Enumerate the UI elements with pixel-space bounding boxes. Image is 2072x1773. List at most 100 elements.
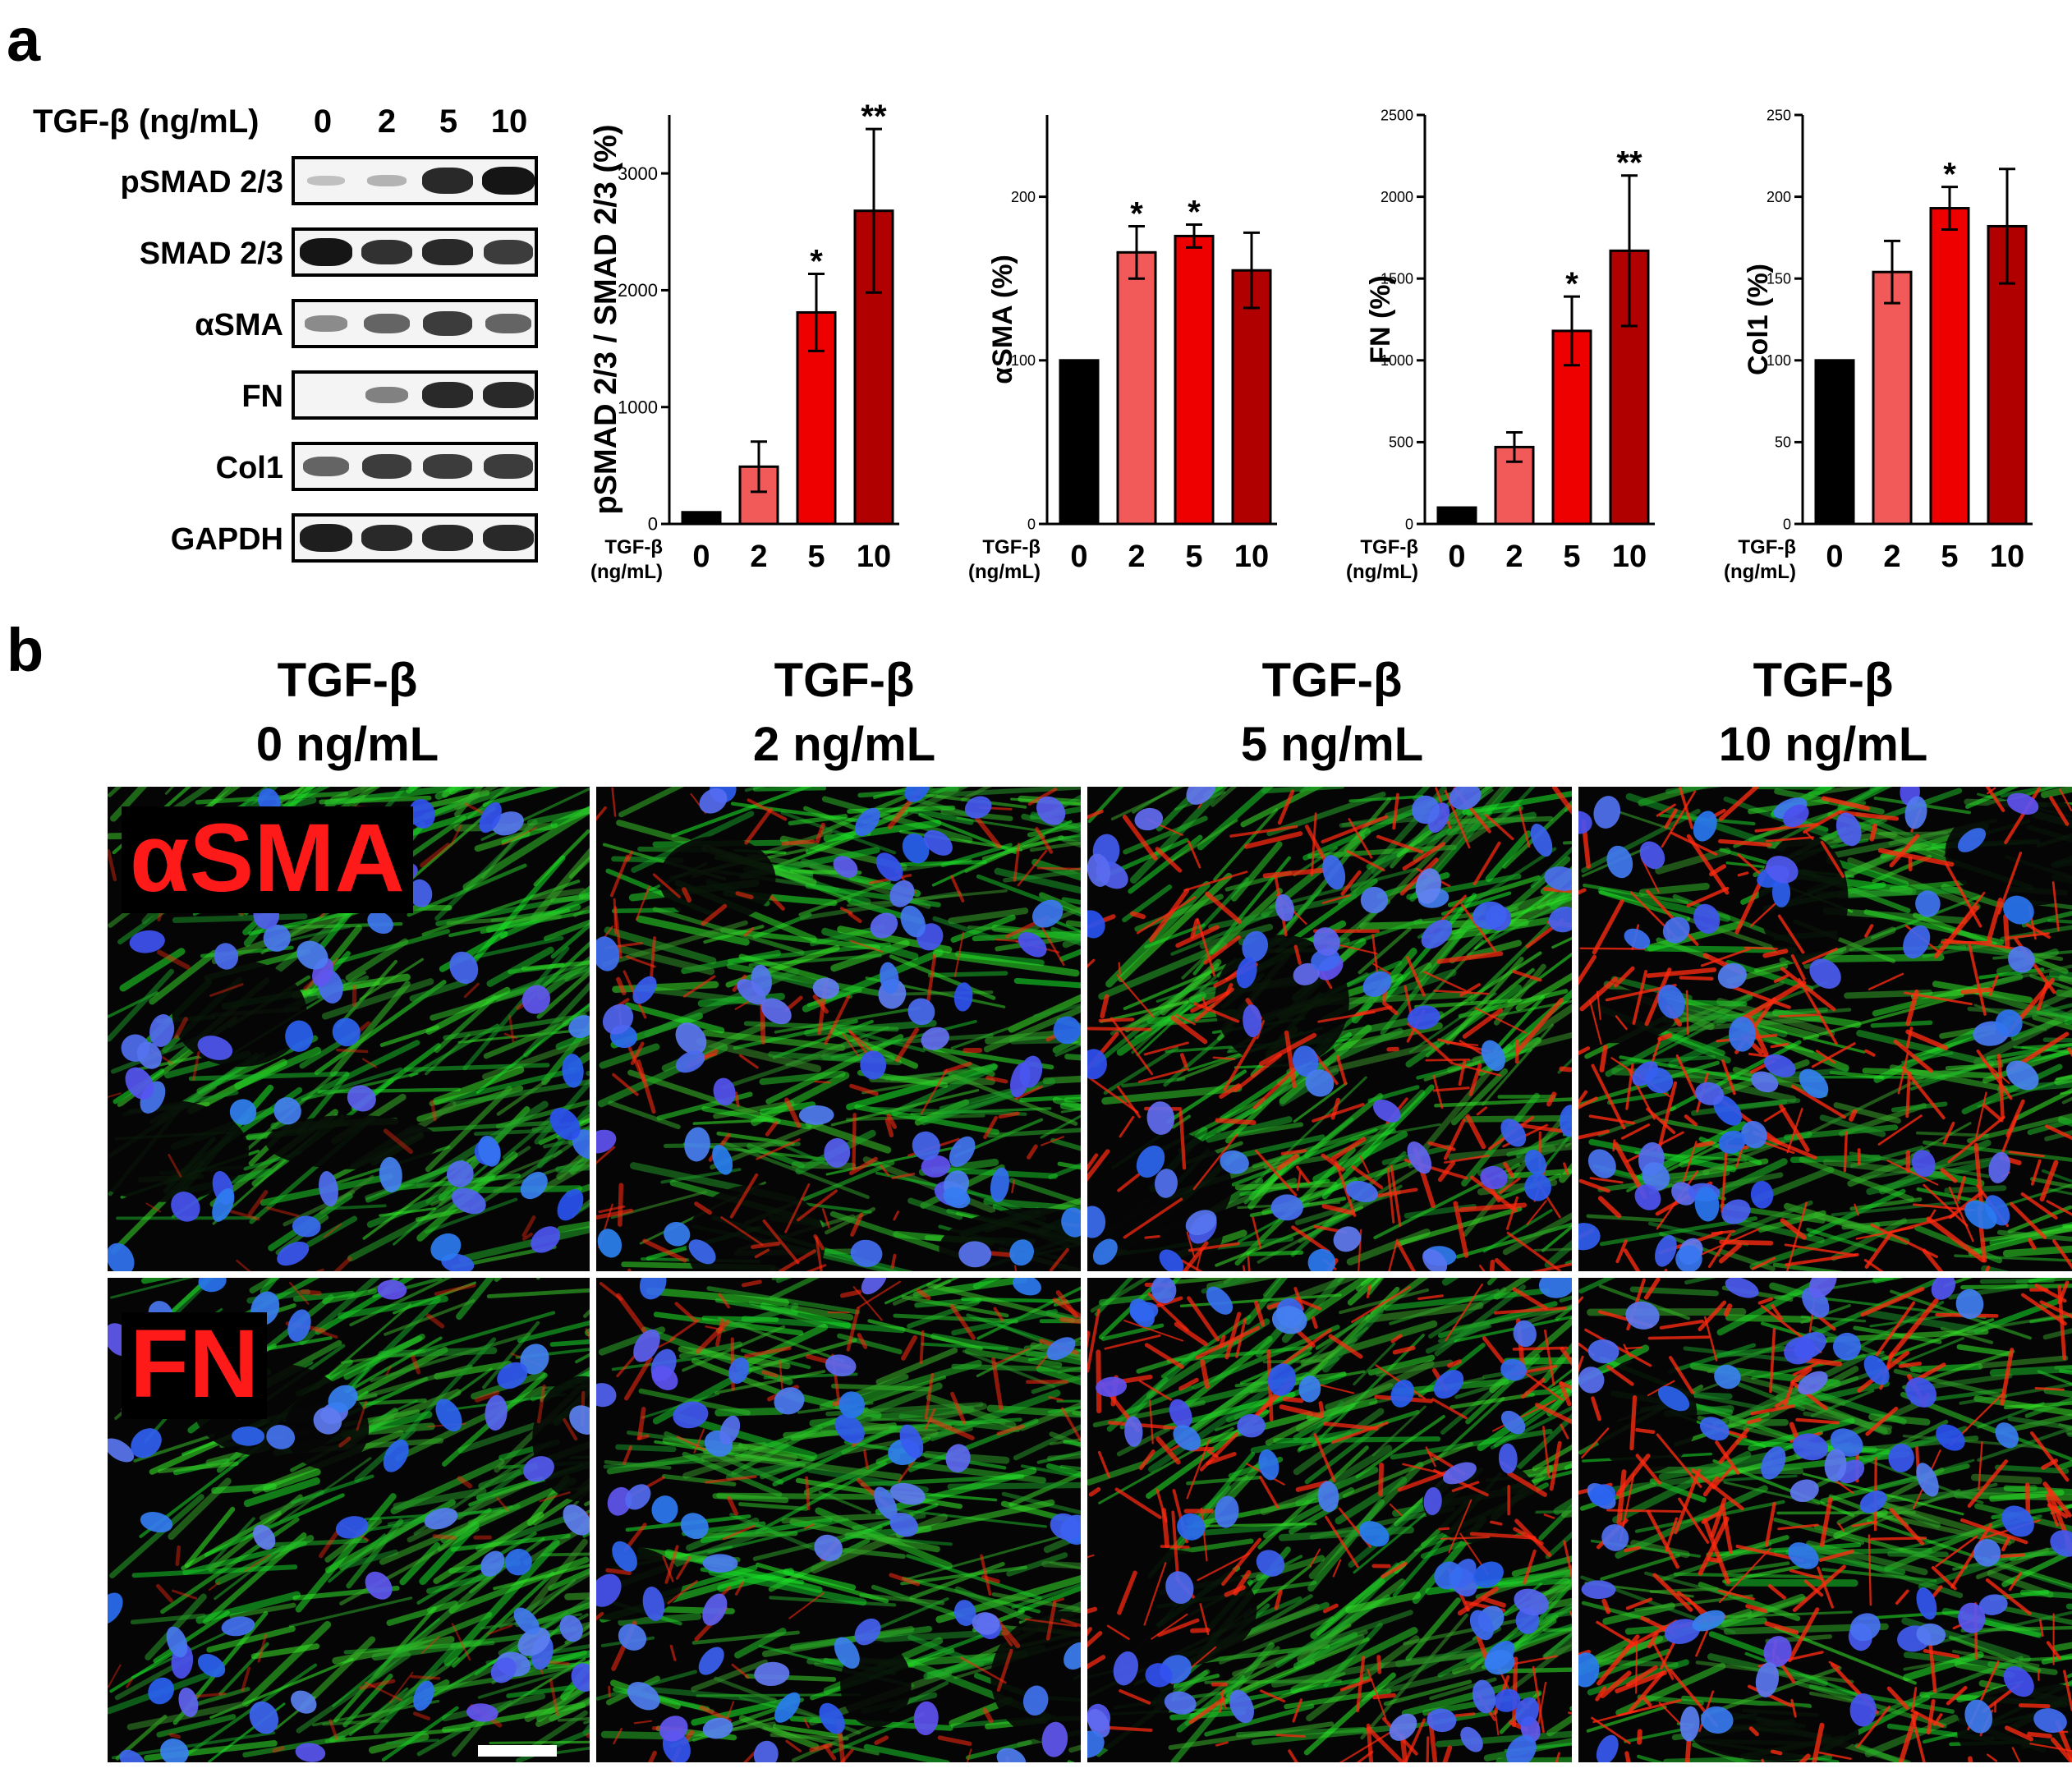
nucleus xyxy=(1911,1150,1936,1177)
red-stain xyxy=(1274,1589,1283,1610)
nucleus xyxy=(1728,1017,1756,1052)
cell-fiber xyxy=(419,1521,480,1586)
nucleus xyxy=(1022,1685,1049,1716)
red-stain xyxy=(669,1644,677,1661)
red-stain xyxy=(1901,1066,1946,1120)
nucleus xyxy=(625,1484,651,1510)
red-stain xyxy=(1837,1523,1845,1532)
red-stain xyxy=(1591,1396,1601,1422)
red-stain xyxy=(1280,1149,1307,1155)
red-stain xyxy=(1144,1343,1184,1369)
red-stain xyxy=(1773,974,1789,984)
cell-fiber xyxy=(604,1459,672,1470)
red-stain xyxy=(1148,888,1190,943)
red-stain xyxy=(849,939,884,953)
red-stain xyxy=(1147,1292,1189,1332)
cell-fiber xyxy=(1551,936,1572,949)
nucleus xyxy=(1766,856,1799,884)
red-stain xyxy=(1780,967,1836,1012)
cell-fiber xyxy=(1335,1476,1408,1525)
red-stain xyxy=(1266,1302,1282,1310)
nucleus xyxy=(680,1513,709,1540)
cell-fiber xyxy=(1358,927,1412,975)
y-tick-label: 0 xyxy=(1783,516,1791,532)
red-stain xyxy=(850,1212,864,1238)
red-stain xyxy=(627,1268,632,1271)
red-stain xyxy=(1617,1699,1682,1717)
cell-fiber xyxy=(2057,1459,2072,1471)
cell-fiber xyxy=(1542,1632,1572,1660)
nucleus xyxy=(1415,868,1441,904)
nucleus xyxy=(1559,1105,1572,1137)
nucleus xyxy=(1581,1580,1616,1600)
nucleus xyxy=(850,1239,883,1267)
nucleus xyxy=(639,1278,667,1300)
cell-fiber xyxy=(738,1715,820,1750)
red-stain xyxy=(1748,1726,1759,1737)
nucleus xyxy=(1514,1588,1549,1616)
red-stain xyxy=(1187,1296,1220,1342)
nucleus xyxy=(347,1085,376,1112)
red-stain xyxy=(1087,1153,1099,1172)
cell-fiber xyxy=(531,847,590,921)
nucleus xyxy=(571,1663,590,1693)
cell-fiber xyxy=(927,971,1008,978)
red-stain xyxy=(694,1201,713,1215)
cell-fiber xyxy=(922,1045,995,1077)
cell-fiber xyxy=(1013,1424,1081,1461)
cell-fiber xyxy=(486,1288,590,1299)
red-stain xyxy=(108,849,117,882)
cell-fiber xyxy=(1833,1102,1901,1124)
cell-fiber xyxy=(939,1088,1013,1111)
red-stain xyxy=(1340,870,1362,896)
significance-marker: * xyxy=(1943,157,1956,193)
red-stain xyxy=(1737,853,1761,875)
cell-fiber xyxy=(1690,1099,1788,1116)
cell-fiber xyxy=(1869,1314,1952,1328)
red-stain xyxy=(1503,1161,1515,1178)
red-stain xyxy=(1293,944,1302,965)
cell-fiber xyxy=(1450,1068,1509,1126)
red-stain xyxy=(993,1307,1004,1322)
red-stain xyxy=(1119,1115,1135,1138)
cell-fiber xyxy=(1546,1714,1572,1737)
red-stain xyxy=(950,875,965,903)
cell-fiber xyxy=(830,1383,931,1392)
nucleus xyxy=(296,940,328,970)
red-stain xyxy=(1431,1398,1468,1420)
red-stain xyxy=(432,1534,457,1541)
cell-fiber xyxy=(867,1319,983,1351)
red-stain xyxy=(848,1028,876,1055)
cell-fiber xyxy=(652,907,805,955)
cell-fiber xyxy=(452,1571,555,1668)
nucleus xyxy=(1215,1495,1239,1528)
cell-fiber xyxy=(1199,923,1274,949)
nucleus xyxy=(1434,1561,1463,1590)
cell-fiber xyxy=(838,1027,926,1053)
nucleus xyxy=(1792,1433,1829,1461)
cell-fiber xyxy=(1249,1671,1346,1711)
cell-fiber xyxy=(2015,1087,2072,1121)
red-stain xyxy=(613,1728,623,1745)
nucleus xyxy=(825,1354,857,1376)
nucleus xyxy=(229,1099,257,1125)
red-stain xyxy=(586,1733,590,1739)
red-stain xyxy=(751,1241,781,1249)
nucleus xyxy=(702,1593,728,1626)
red-stain xyxy=(920,1068,949,1115)
cell-fiber xyxy=(1643,945,1797,953)
cell-fiber xyxy=(1403,1615,1535,1646)
red-stain xyxy=(1317,1010,1376,1023)
red-stain xyxy=(693,1428,705,1454)
nucleus xyxy=(834,1414,865,1444)
nucleus xyxy=(273,1097,301,1125)
red-stain xyxy=(434,1283,476,1296)
cell-fiber xyxy=(1509,1413,1572,1477)
cell-fiber xyxy=(2015,1050,2072,1065)
red-stain xyxy=(1390,1334,1403,1344)
cell-fiber xyxy=(2032,1014,2072,1031)
red-stain xyxy=(2025,923,2051,939)
cell-fiber xyxy=(453,1079,590,1107)
red-stain xyxy=(1219,1334,1226,1348)
